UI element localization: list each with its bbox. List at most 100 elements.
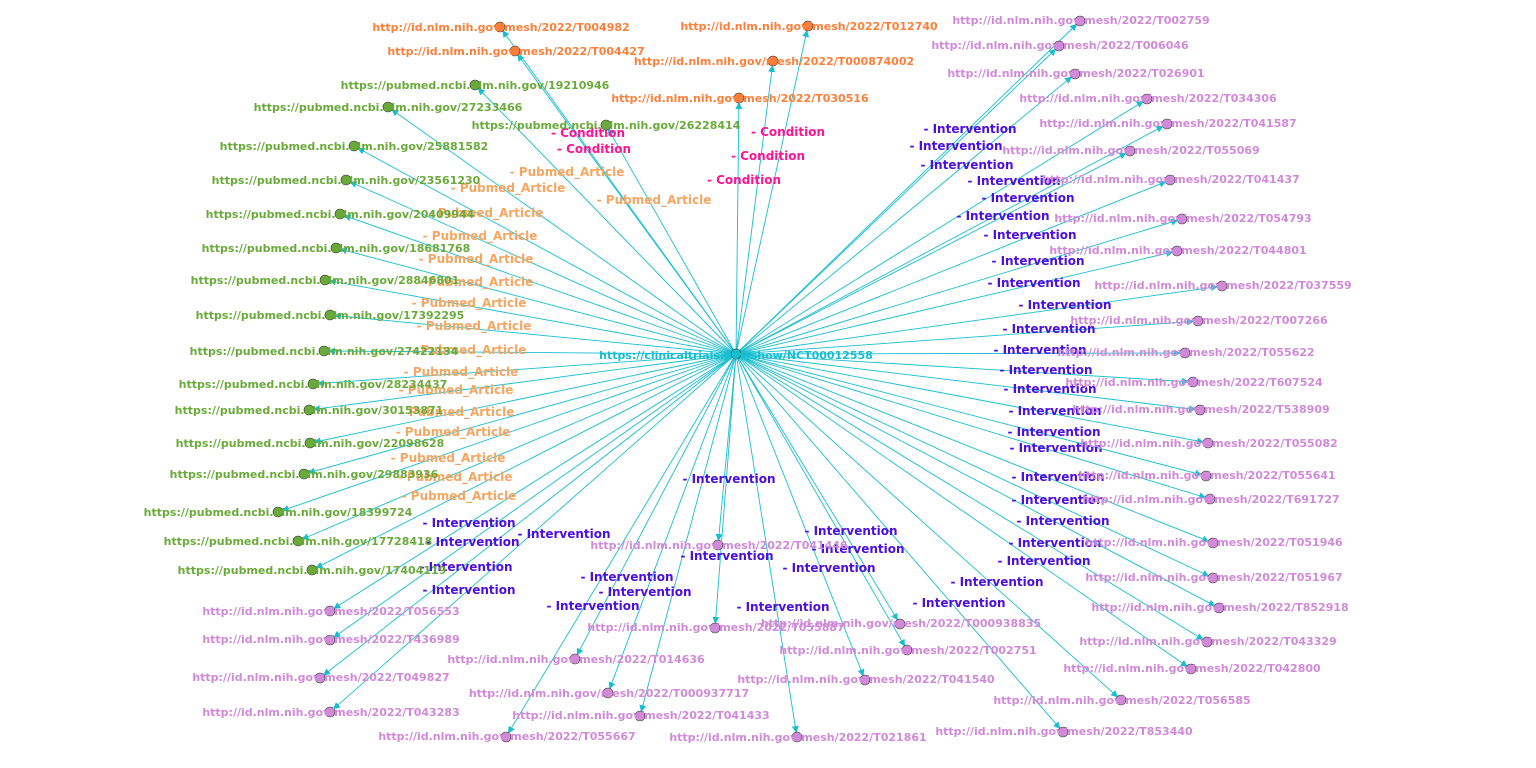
article-node-label[interactable]: https://pubmed.ncbi.nlm.nih.gov/22098628 (176, 437, 445, 450)
article-node-label[interactable]: https://pubmed.ncbi.nlm.nih.gov/28234437 (179, 378, 448, 391)
intervention-node-label[interactable]: http://id.nlm.nih.gov/mesh/2022/T041587 (1039, 117, 1296, 130)
condition-node-label[interactable]: http://id.nlm.nih.gov/mesh/2022/T004427 (387, 45, 644, 58)
article-node[interactable] (304, 437, 316, 449)
intervention-node-label[interactable]: http://id.nlm.nih.gov/mesh/2022/T002759 (952, 14, 1209, 27)
condition-node-label[interactable]: http://id.nlm.nih.gov/mesh/2022/T004982 (372, 21, 629, 34)
intervention-node[interactable] (1057, 726, 1069, 738)
intervention-node-label[interactable]: http://id.nlm.nih.gov/mesh/2022/T006046 (931, 39, 1189, 52)
condition-node[interactable] (494, 21, 506, 33)
intervention-node-label[interactable]: http://id.nlm.nih.gov/mesh/2022/T0009388… (761, 617, 1041, 630)
intervention-node[interactable] (1194, 404, 1206, 416)
intervention-node-label[interactable]: http://id.nlm.nih.gov/mesh/2022/T055667 (378, 730, 635, 743)
intervention-node-label[interactable]: http://id.nlm.nih.gov/mesh/2022/T0009377… (469, 687, 749, 700)
intervention-node-label[interactable]: http://id.nlm.nih.gov/mesh/2022/T002751 (779, 644, 1036, 657)
condition-node[interactable] (509, 45, 521, 57)
intervention-node-label[interactable]: http://id.nlm.nih.gov/mesh/2022/T041433 (512, 709, 769, 722)
condition-node[interactable] (733, 92, 745, 104)
intervention-node[interactable] (712, 539, 724, 551)
article-node-label[interactable]: https://pubmed.ncbi.nlm.nih.gov/17728418 (164, 535, 433, 548)
article-node-label[interactable]: https://pubmed.ncbi.nlm.nih.gov/17404119 (178, 564, 447, 577)
intervention-node-label[interactable]: http://id.nlm.nih.gov/mesh/2022/T042800 (1063, 662, 1321, 675)
article-node[interactable] (318, 345, 330, 357)
intervention-node[interactable] (1141, 93, 1153, 105)
article-node[interactable] (469, 79, 481, 91)
condition-node[interactable] (802, 20, 814, 32)
condition-node-label[interactable]: http://id.nlm.nih.gov/mesh/2022/T0008740… (634, 55, 914, 68)
intervention-node[interactable] (500, 731, 512, 743)
intervention-node[interactable] (602, 687, 614, 699)
intervention-node[interactable] (324, 605, 336, 617)
intervention-node-label[interactable]: http://id.nlm.nih.gov/mesh/2022/T055069 (1002, 144, 1259, 157)
intervention-node[interactable] (1176, 213, 1188, 225)
article-node-label[interactable]: https://pubmed.ncbi.nlm.nih.gov/18399724 (144, 506, 413, 519)
article-node[interactable] (319, 274, 331, 286)
intervention-node[interactable] (1053, 40, 1065, 52)
article-node[interactable] (600, 119, 612, 131)
intervention-node[interactable] (314, 672, 326, 684)
intervention-node-label[interactable]: http://id.nlm.nih.gov/mesh/2022/T056553 (202, 605, 459, 618)
intervention-node[interactable] (1204, 493, 1216, 505)
article-node[interactable] (292, 535, 304, 547)
intervention-node-label[interactable]: http://id.nlm.nih.gov/mesh/2022/T041437 (1042, 173, 1299, 186)
intervention-node-label[interactable]: http://id.nlm.nih.gov/mesh/2022/T055082 (1080, 437, 1337, 450)
intervention-node-label[interactable]: http://id.nlm.nih.gov/mesh/2022/T037559 (1094, 279, 1351, 292)
intervention-node[interactable] (634, 710, 646, 722)
intervention-node[interactable] (1201, 636, 1213, 648)
intervention-node[interactable] (1192, 315, 1204, 327)
intervention-node[interactable] (709, 622, 721, 634)
center-node[interactable] (730, 348, 742, 360)
intervention-node[interactable] (1171, 245, 1183, 257)
article-node-label[interactable]: https://pubmed.ncbi.nlm.nih.gov/29883936 (170, 468, 439, 481)
intervention-node-label[interactable]: http://id.nlm.nih.gov/mesh/2022/T049827 (192, 671, 449, 684)
article-node-label[interactable]: https://pubmed.ncbi.nlm.nih.gov/18681768 (202, 242, 471, 255)
intervention-node[interactable] (894, 618, 906, 630)
intervention-node-label[interactable]: http://id.nlm.nih.gov/mesh/2022/T051946 (1085, 536, 1343, 549)
intervention-node-label[interactable]: http://id.nlm.nih.gov/mesh/2022/T043329 (1079, 635, 1336, 648)
intervention-node[interactable] (569, 653, 581, 665)
article-node-label[interactable]: https://pubmed.ncbi.nlm.nih.gov/26228414 (472, 119, 741, 132)
intervention-node[interactable] (1187, 376, 1199, 388)
condition-node-label[interactable]: http://id.nlm.nih.gov/mesh/2022/T012740 (680, 20, 938, 33)
condition-node-label[interactable]: http://id.nlm.nih.gov/mesh/2022/T030516 (611, 92, 869, 105)
intervention-node-label[interactable]: http://id.nlm.nih.gov/mesh/2022/T007266 (1070, 314, 1328, 327)
article-node-label[interactable]: https://pubmed.ncbi.nlm.nih.gov/25881582 (220, 140, 489, 153)
intervention-node-label[interactable]: http://id.nlm.nih.gov/mesh/2022/T044801 (1049, 244, 1306, 257)
intervention-node-label[interactable]: http://id.nlm.nih.gov/mesh/2022/T021861 (669, 731, 926, 744)
intervention-node-label[interactable]: http://id.nlm.nih.gov/mesh/2022/T055887 (587, 621, 844, 634)
article-node[interactable] (306, 564, 318, 576)
intervention-node-label[interactable]: http://id.nlm.nih.gov/mesh/2022/T852918 (1091, 601, 1348, 614)
intervention-node[interactable] (901, 644, 913, 656)
intervention-node-label[interactable]: http://id.nlm.nih.gov/mesh/2022/T034306 (1019, 92, 1277, 105)
center-node-label[interactable]: https://clinicaltrials.gov/show/NCT00012… (599, 349, 873, 362)
intervention-node-label[interactable]: http://id.nlm.nih.gov/mesh/2022/T853440 (935, 725, 1193, 738)
intervention-node-label[interactable]: http://id.nlm.nih.gov/mesh/2022/T051967 (1085, 571, 1342, 584)
intervention-node[interactable] (1074, 15, 1086, 27)
article-node-label[interactable]: https://pubmed.ncbi.nlm.nih.gov/28846801 (191, 274, 460, 287)
article-node[interactable] (298, 468, 310, 480)
intervention-node[interactable] (1207, 537, 1219, 549)
article-node-label[interactable]: https://pubmed.ncbi.nlm.nih.gov/27233466 (254, 101, 523, 114)
intervention-node[interactable] (1213, 602, 1225, 614)
intervention-node[interactable] (1115, 694, 1127, 706)
intervention-node-label[interactable]: http://id.nlm.nih.gov/mesh/2022/T043283 (202, 706, 459, 719)
intervention-node[interactable] (1202, 437, 1214, 449)
intervention-node-label[interactable]: http://id.nlm.nih.gov/mesh/2022/T055622 (1057, 346, 1314, 359)
intervention-node-label[interactable]: http://id.nlm.nih.gov/mesh/2022/T041540 (737, 673, 995, 686)
article-node-label[interactable]: https://pubmed.ncbi.nlm.nih.gov/30153871 (175, 404, 444, 417)
intervention-node[interactable] (791, 731, 803, 743)
intervention-node-label[interactable]: http://id.nlm.nih.gov/mesh/2022/T055641 (1078, 469, 1335, 482)
article-node[interactable] (324, 309, 336, 321)
article-node[interactable] (382, 101, 394, 113)
intervention-node-label[interactable]: http://id.nlm.nih.gov/mesh/2022/T054793 (1054, 212, 1311, 225)
condition-node[interactable] (767, 55, 779, 67)
intervention-node[interactable] (1207, 572, 1219, 584)
article-node[interactable] (330, 242, 342, 254)
intervention-node[interactable] (1069, 68, 1081, 80)
intervention-node-label[interactable]: http://id.nlm.nih.gov/mesh/2022/T538909 (1072, 403, 1329, 416)
intervention-node[interactable] (1124, 145, 1136, 157)
intervention-node-label[interactable]: http://id.nlm.nih.gov/mesh/2022/T691727 (1082, 493, 1339, 506)
intervention-node[interactable] (1164, 174, 1176, 186)
intervention-node-label[interactable]: http://id.nlm.nih.gov/mesh/2022/T041446 (590, 539, 848, 552)
intervention-node[interactable] (1216, 280, 1228, 292)
intervention-node[interactable] (324, 706, 336, 718)
